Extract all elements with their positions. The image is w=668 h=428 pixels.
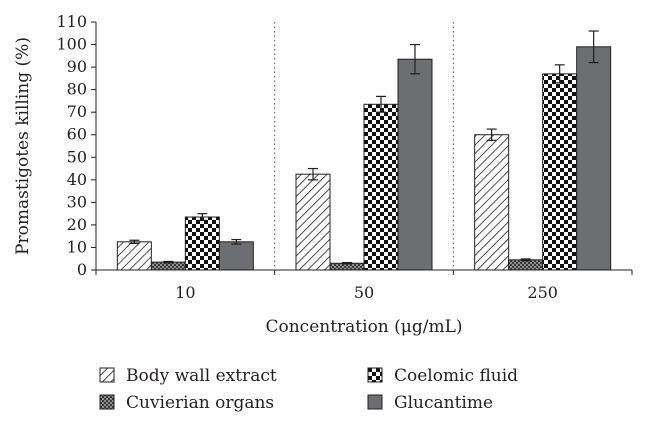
legend-swatch (367, 394, 383, 410)
y-tick-label: 20 (67, 215, 87, 234)
bar (397, 58, 433, 271)
x-tick-label: 250 (527, 283, 558, 302)
legend-swatch (367, 367, 383, 383)
y-tick-label: 30 (67, 192, 87, 211)
y-axis-title: Promastigotes killing (%) (13, 37, 33, 255)
legend: Body wall extract Cuvierian organs Coelomi… (99, 366, 518, 413)
bar (116, 241, 152, 271)
y-tick-label: 80 (67, 80, 87, 99)
bar (295, 173, 331, 271)
y-tick-label: 60 (67, 125, 87, 144)
legend-swatch (99, 367, 115, 383)
plot-area: 0 10 20 30 40 50 60 70 80 90 100 110 10 50 250 Concentr… (13, 12, 633, 337)
bar (542, 73, 578, 271)
bar (576, 46, 612, 271)
legend-label: Coelomic fluid (394, 366, 518, 386)
x-axis-title: Concentration (μg/mL) (265, 317, 462, 337)
x-tick-label: 10 (175, 283, 195, 302)
y-tick-label: 50 (67, 147, 87, 166)
x-tick-label: 50 (354, 283, 374, 302)
y-tick-label: 40 (67, 170, 87, 189)
bar (474, 134, 510, 271)
y-tick-label: 10 (67, 237, 87, 256)
y-tick-label: 0 (77, 260, 87, 279)
bar (218, 241, 254, 271)
legend-label: Body wall extract (126, 366, 277, 386)
bar (184, 216, 220, 271)
legend-label: Glucantime (394, 393, 493, 413)
y-tick-label: 90 (67, 57, 87, 76)
y-tick-label: 110 (56, 12, 87, 31)
bar (363, 103, 399, 271)
legend-swatch (99, 394, 115, 410)
bar (508, 259, 544, 271)
legend-label: Cuvierian organs (126, 393, 274, 413)
y-tick-label: 100 (56, 35, 87, 54)
y-tick-label: 70 (67, 102, 87, 121)
